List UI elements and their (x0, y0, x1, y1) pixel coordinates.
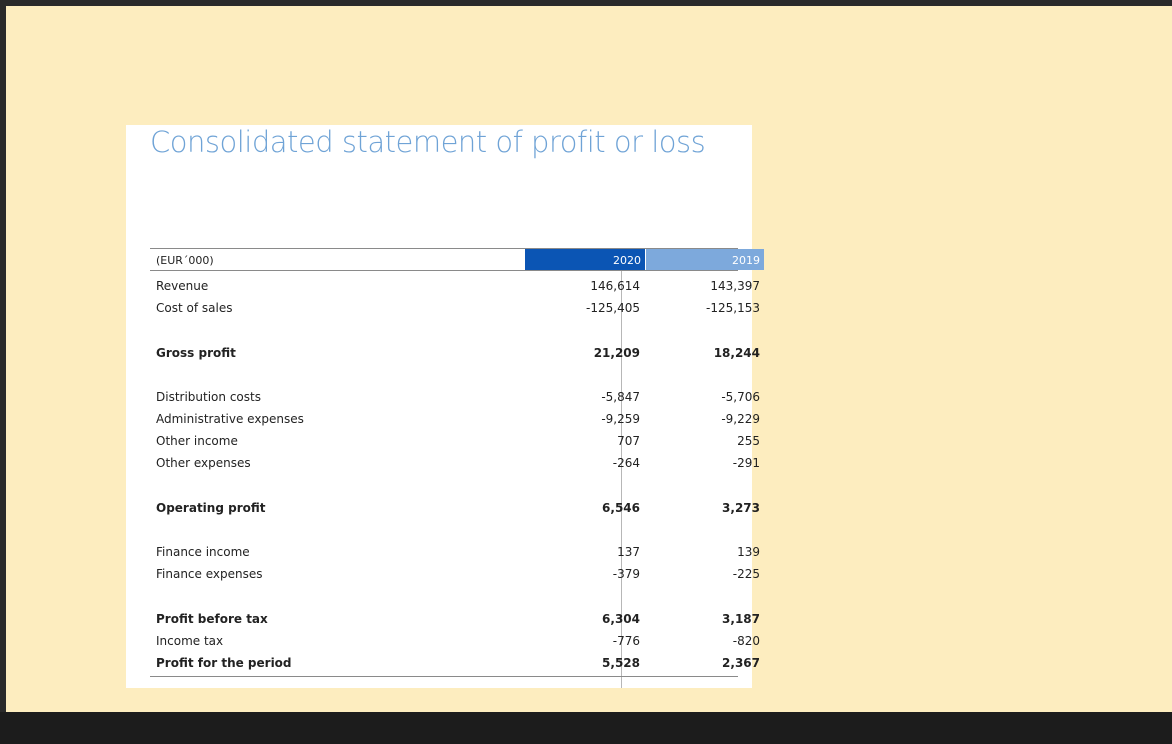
row-label: Operating profit (156, 501, 266, 515)
value-2020: -9,259 (601, 412, 640, 426)
value-2019: 3,187 (722, 612, 760, 626)
value-2019: 3,273 (722, 501, 760, 515)
row-label: Administrative expenses (156, 412, 304, 426)
value-2020: 5,528 (602, 656, 640, 670)
column-divider (621, 249, 622, 688)
row-label: Distribution costs (156, 390, 261, 404)
table-row: Administrative expenses -9,259 -9,229 (150, 409, 760, 431)
value-2019: -291 (732, 456, 760, 470)
row-label: Other income (156, 434, 238, 448)
unit-label: (EUR´000) (156, 254, 214, 267)
table-row: Revenue 146,614 143,397 (150, 276, 760, 298)
table-row: Gross profit 21,209 18,244 (150, 343, 760, 365)
table-row: Profit for the period 5,528 2,367 (150, 653, 760, 675)
table-row: Operating profit 6,546 3,273 (150, 498, 760, 520)
value-2020: -264 (612, 456, 640, 470)
table-row: Distribution costs -5,847 -5,706 (150, 387, 760, 409)
value-2019: 143,397 (710, 279, 760, 293)
header-year-2019: 2019 (646, 249, 764, 270)
row-label: Revenue (156, 279, 209, 293)
value-2020: 146,614 (590, 279, 640, 293)
value-2019: -225 (732, 567, 760, 581)
value-2019: -5,706 (721, 390, 760, 404)
value-2019: 255 (737, 434, 760, 448)
statement-title: Consolidated statement of profit or loss (150, 125, 706, 159)
value-2020: 6,304 (602, 612, 640, 626)
year-label: 2020 (613, 254, 641, 267)
header-year-2020: 2020 (525, 249, 645, 270)
row-label: Income tax (156, 634, 224, 648)
value-2020: -379 (612, 567, 640, 581)
row-label: Profit for the period (156, 656, 292, 670)
year-label: 2019 (732, 254, 760, 267)
row-label: Other expenses (156, 456, 251, 470)
table-row: Profit before tax 6,304 3,187 (150, 609, 760, 631)
table-row: Other income 707 255 (150, 431, 760, 453)
value-2019: 139 (737, 545, 760, 559)
value-2020: 707 (617, 434, 640, 448)
value-2020: -776 (612, 634, 640, 648)
value-2019: 18,244 (713, 346, 760, 360)
value-2020: -125,405 (586, 301, 640, 315)
value-2019: -125,153 (706, 301, 760, 315)
financial-statement-document: Consolidated statement of profit or loss… (126, 125, 764, 688)
value-2020: 21,209 (593, 346, 640, 360)
window-bottom-bar (0, 712, 1172, 744)
value-2019: -820 (732, 634, 760, 648)
value-2019: -9,229 (721, 412, 760, 426)
table-row: Finance income 137 139 (150, 542, 760, 564)
table-row: Finance expenses -379 -225 (150, 564, 760, 586)
row-label: Cost of sales (156, 301, 233, 315)
row-label: Profit before tax (156, 612, 268, 626)
row-label: Finance income (156, 545, 250, 559)
value-2019: 2,367 (722, 656, 760, 670)
window-top-bar (0, 0, 1172, 6)
table-row: Income tax -776 -820 (150, 631, 760, 653)
table-row: Other expenses -264 -291 (150, 453, 760, 475)
row-label: Gross profit (156, 346, 236, 360)
value-2020: 137 (617, 545, 640, 559)
table-bottom-rule (150, 676, 738, 677)
window-left-bar (0, 6, 6, 712)
value-2020: -5,847 (601, 390, 640, 404)
table-header: (EUR´000) 2020 2019 (150, 249, 764, 271)
row-label: Finance expenses (156, 567, 263, 581)
table-top-rule (150, 248, 738, 249)
value-2020: 6,546 (602, 501, 640, 515)
table-row: Cost of sales -125,405 -125,153 (150, 298, 760, 320)
